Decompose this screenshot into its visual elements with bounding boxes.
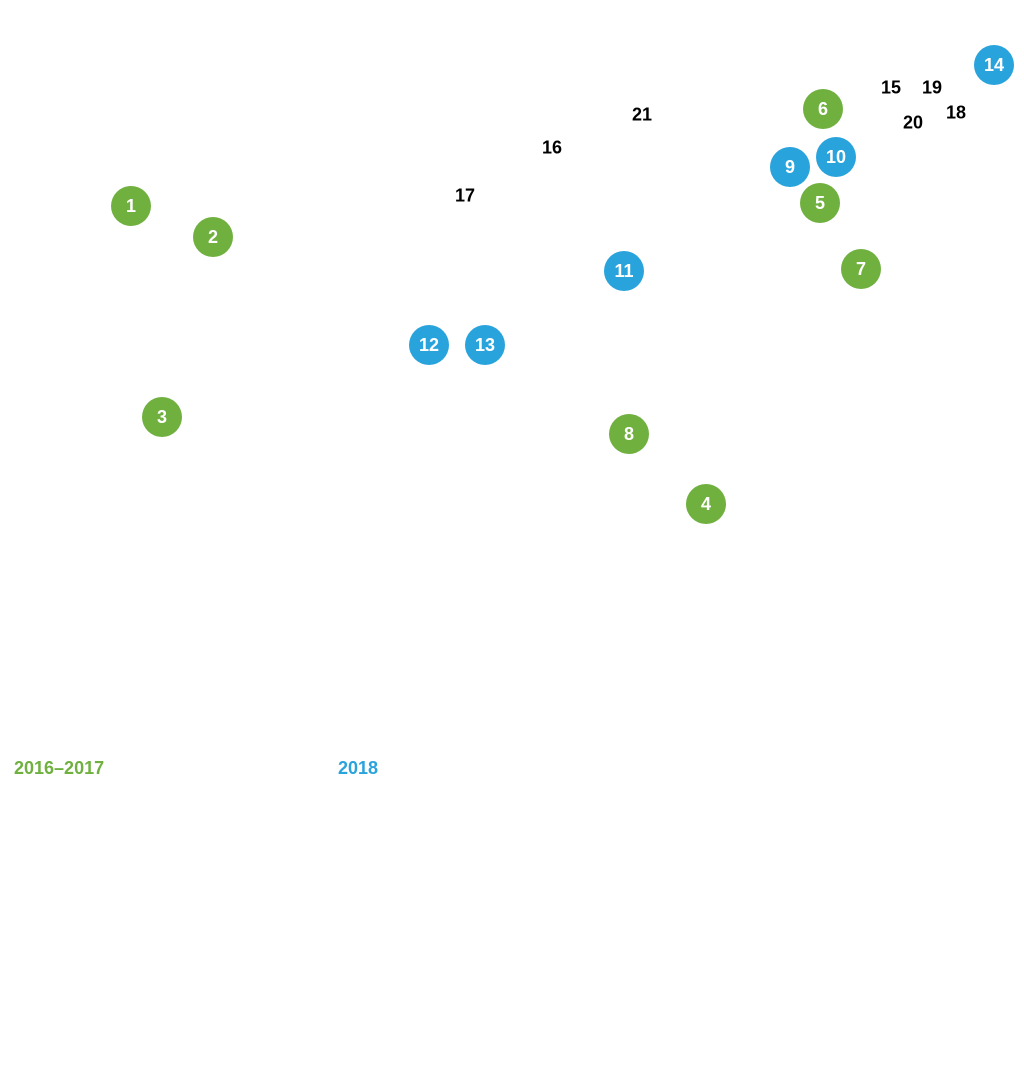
marker-label: 7	[856, 259, 866, 280]
marker-20: 20	[903, 113, 923, 134]
marker-label: 6	[818, 99, 828, 120]
legend-0: 2016–2017	[14, 758, 104, 779]
diagram-canvas: 1234567891011121314151617181920212016–20…	[0, 0, 1024, 1091]
legend-1: 2018	[338, 758, 378, 779]
marker-label: 9	[785, 157, 795, 178]
marker-label: 10	[826, 147, 846, 168]
marker-10: 10	[816, 137, 856, 177]
marker-13: 13	[465, 325, 505, 365]
marker-label: 21	[632, 105, 652, 126]
marker-18: 18	[946, 103, 966, 124]
marker-label: 5	[815, 193, 825, 214]
marker-label: 19	[922, 78, 942, 99]
marker-label: 11	[614, 261, 633, 282]
marker-11: 11	[604, 251, 644, 291]
marker-1: 1	[111, 186, 151, 226]
legend-label-text: 2018	[338, 758, 378, 778]
marker-label: 2	[208, 227, 218, 248]
marker-label: 13	[475, 335, 495, 356]
marker-label: 16	[542, 138, 562, 159]
marker-label: 12	[419, 335, 439, 356]
marker-15: 15	[881, 78, 901, 99]
marker-9: 9	[770, 147, 810, 187]
marker-label: 18	[946, 103, 966, 124]
marker-14: 14	[974, 45, 1014, 85]
marker-17: 17	[455, 186, 475, 207]
marker-16: 16	[542, 138, 562, 159]
marker-19: 19	[922, 78, 942, 99]
marker-12: 12	[409, 325, 449, 365]
marker-label: 3	[157, 407, 167, 428]
marker-3: 3	[142, 397, 182, 437]
marker-2: 2	[193, 217, 233, 257]
marker-label: 1	[126, 196, 136, 217]
marker-label: 17	[455, 186, 475, 207]
marker-label: 15	[881, 78, 901, 99]
marker-label: 14	[984, 55, 1004, 76]
marker-5: 5	[800, 183, 840, 223]
marker-label: 20	[903, 113, 923, 134]
marker-8: 8	[609, 414, 649, 454]
marker-21: 21	[632, 105, 652, 126]
legend-label-text: 2016–2017	[14, 758, 104, 778]
marker-label: 8	[624, 424, 634, 445]
marker-4: 4	[686, 484, 726, 524]
marker-label: 4	[701, 494, 711, 515]
marker-7: 7	[841, 249, 881, 289]
marker-6: 6	[803, 89, 843, 129]
